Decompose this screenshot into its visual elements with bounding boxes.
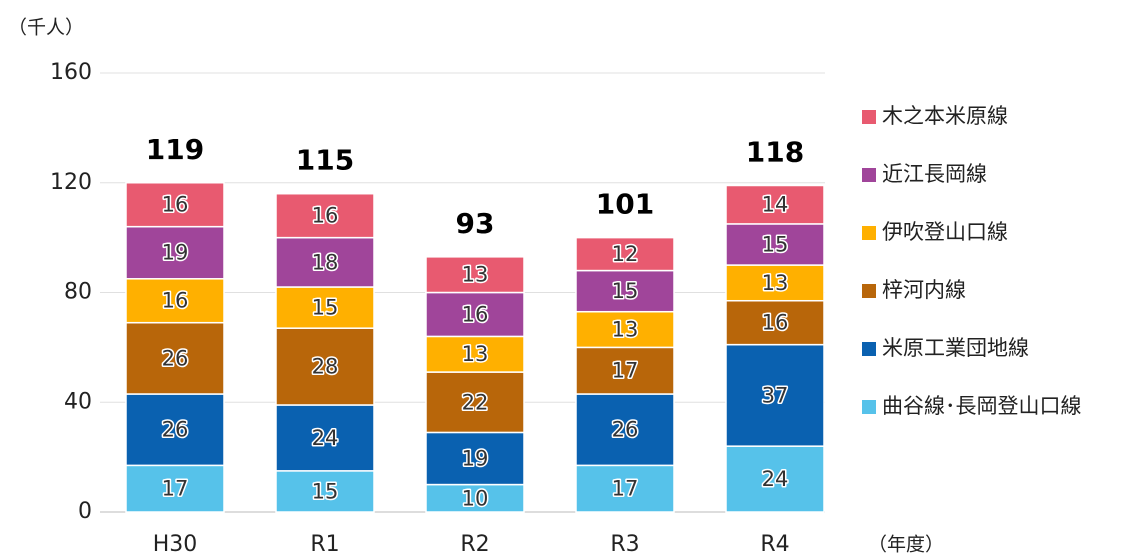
data-label: 18 <box>312 250 339 274</box>
bar-segment <box>575 310 675 349</box>
legend-label: 梓河内線 <box>882 278 966 302</box>
data-label: 10 <box>462 486 489 510</box>
bar-segment <box>425 335 525 373</box>
data-label: 24 <box>762 467 789 491</box>
bar-segment <box>275 192 375 239</box>
data-label: 15 <box>312 479 339 503</box>
x-tick-label: R1 <box>310 532 339 557</box>
data-label: 13 <box>462 263 489 287</box>
data-label: 15 <box>312 296 339 320</box>
legend-label: 伊吹登山口線 <box>882 220 1008 244</box>
data-label: 22 <box>462 390 489 414</box>
data-label: 17 <box>612 359 639 383</box>
y-tick-label: 80 <box>64 280 92 305</box>
bar-segment <box>425 256 525 294</box>
data-label: 37 <box>762 383 789 407</box>
data-label: 16 <box>162 193 189 217</box>
x-unit: （年度） <box>868 534 944 556</box>
y-tick-label: 40 <box>64 389 92 414</box>
data-label: 28 <box>312 355 339 379</box>
bar-segment <box>725 264 825 302</box>
x-tick-label: R4 <box>760 532 789 557</box>
y-unit: （千人） <box>8 17 84 39</box>
bar-segment <box>725 299 825 346</box>
data-label: 17 <box>612 477 639 501</box>
y-tick-label: 160 <box>50 60 92 85</box>
data-label: 16 <box>162 289 189 313</box>
x-tick-label: H30 <box>153 532 198 557</box>
bar-segment <box>725 223 825 266</box>
bar-segment <box>725 445 825 513</box>
bar-segment <box>575 393 675 467</box>
legend-swatch <box>862 400 876 414</box>
bar-segment <box>725 184 825 225</box>
data-label: 16 <box>462 302 489 326</box>
total-label: 118 <box>746 135 804 168</box>
y-tick-label: 120 <box>50 170 92 195</box>
total-label: 101 <box>596 188 654 221</box>
legend-label: 近江長岡線 <box>882 162 987 186</box>
bar-segment <box>275 327 375 406</box>
data-label: 12 <box>612 242 639 266</box>
legend-swatch <box>862 168 876 182</box>
data-label: 16 <box>312 204 339 228</box>
bar-segment <box>125 182 225 228</box>
bar-segment <box>425 371 525 434</box>
x-tick-label: R2 <box>460 532 489 557</box>
bar-segment <box>125 464 225 513</box>
bar-segment <box>575 464 675 513</box>
legend-swatch <box>862 226 876 240</box>
bar-segment <box>575 269 675 313</box>
data-label: 17 <box>162 477 189 501</box>
data-label: 15 <box>762 232 789 256</box>
bar-segment <box>725 343 825 447</box>
bar-segment <box>425 291 525 338</box>
legend-swatch <box>862 110 876 124</box>
data-label: 13 <box>762 271 789 295</box>
legend-label: 木之本米原線 <box>882 104 1008 128</box>
data-label: 19 <box>462 446 489 470</box>
data-label: 16 <box>762 311 789 335</box>
data-label: 26 <box>162 346 189 370</box>
data-label: 19 <box>162 241 189 265</box>
x-tick-label: R3 <box>610 532 639 557</box>
bar-segment <box>275 404 375 472</box>
total-label: 93 <box>456 207 495 240</box>
bar-segment <box>575 236 675 272</box>
legend-swatch <box>862 342 876 356</box>
data-label: 26 <box>162 418 189 442</box>
legend-label: 米原工業団地線 <box>882 336 1029 360</box>
legend-label: 曲谷線･長岡登山口線 <box>882 394 1082 418</box>
data-label: 24 <box>312 426 339 450</box>
data-label: 15 <box>612 279 639 303</box>
total-label: 115 <box>296 144 354 177</box>
data-label: 13 <box>462 342 489 366</box>
total-label: 119 <box>146 133 204 166</box>
legend-swatch <box>862 284 876 298</box>
bar-segment <box>425 431 525 486</box>
bar-segment <box>125 393 225 467</box>
data-label: 13 <box>612 318 639 342</box>
data-label: 14 <box>762 193 789 217</box>
y-tick-label: 0 <box>78 499 92 524</box>
data-label: 26 <box>612 418 639 442</box>
bar-segment <box>275 286 375 329</box>
bar-segment <box>425 483 525 513</box>
